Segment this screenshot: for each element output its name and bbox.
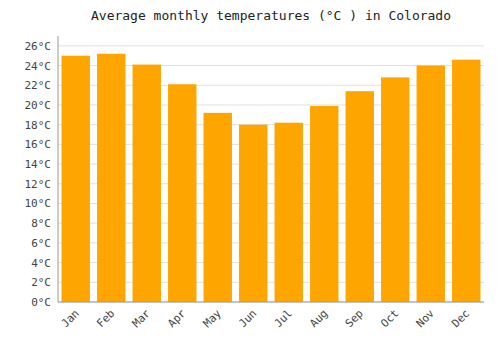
y-tick-label: 16°C	[25, 138, 52, 151]
y-axis-line	[58, 36, 59, 302]
grid	[58, 46, 484, 302]
bar	[168, 84, 196, 302]
x-tick-label: Aug	[307, 307, 330, 330]
grid-line	[58, 45, 484, 46]
x-tick-label: Jun	[236, 307, 259, 330]
y-tick-label: 26°C	[25, 40, 52, 53]
bar	[204, 113, 232, 302]
y-tick-label: 14°C	[25, 158, 52, 171]
x-tick-label: May	[201, 307, 225, 331]
x-tick-label: Jul	[272, 307, 295, 330]
y-tick-label: 10°C	[25, 197, 52, 210]
x-tick-label: Apr	[165, 307, 189, 331]
y-tick-label: 22°C	[25, 79, 52, 92]
x-tick-label: Mar	[130, 307, 154, 331]
y-tick-label: 12°C	[25, 178, 52, 191]
bar	[381, 77, 409, 302]
x-axis-line	[58, 302, 484, 303]
bar	[417, 66, 445, 302]
y-tick-label: 2°C	[31, 276, 51, 289]
x-tick-label: Jan	[59, 307, 82, 330]
bar	[62, 56, 90, 302]
title: Average monthly temperatures (°C ) in Co…	[91, 8, 451, 23]
chart-svg: Average monthly temperatures (°C ) in Co…	[0, 0, 500, 350]
y-tick-label: 20°C	[25, 99, 52, 112]
bar	[97, 54, 125, 302]
bar	[275, 123, 303, 302]
y-tick-label: 18°C	[25, 119, 52, 132]
y-tick-label: 8°C	[31, 217, 51, 230]
y-tick-label: 0°C	[31, 296, 51, 309]
y-ticks: 0°C 2°C 4°C 6°C 8°C 10°C 12°C 14°C 16°C 18°C 20°C 2…	[25, 40, 52, 309]
x-tick-label: Oct	[378, 307, 401, 330]
bar	[239, 125, 267, 302]
y-tick-label: 6°C	[31, 237, 51, 250]
grid-line	[58, 302, 484, 303]
x-ticks: Jan Feb Mar Apr May Jun Jul Aug Sep Oct Nov Dec	[59, 307, 473, 331]
bar	[346, 91, 374, 302]
bar	[310, 106, 338, 302]
bar	[452, 60, 480, 302]
y-tick-label: 24°C	[25, 60, 52, 73]
y-tick-label: 4°C	[31, 257, 51, 270]
x-tick-label: Dec	[449, 307, 472, 330]
bars	[62, 54, 481, 302]
bar	[133, 65, 161, 302]
x-tick-label: Nov	[414, 307, 438, 331]
chart-container: Average monthly temperatures (°C ) in Co…	[0, 0, 500, 350]
x-tick-label: Feb	[94, 307, 117, 330]
x-tick-label: Sep	[343, 307, 366, 330]
